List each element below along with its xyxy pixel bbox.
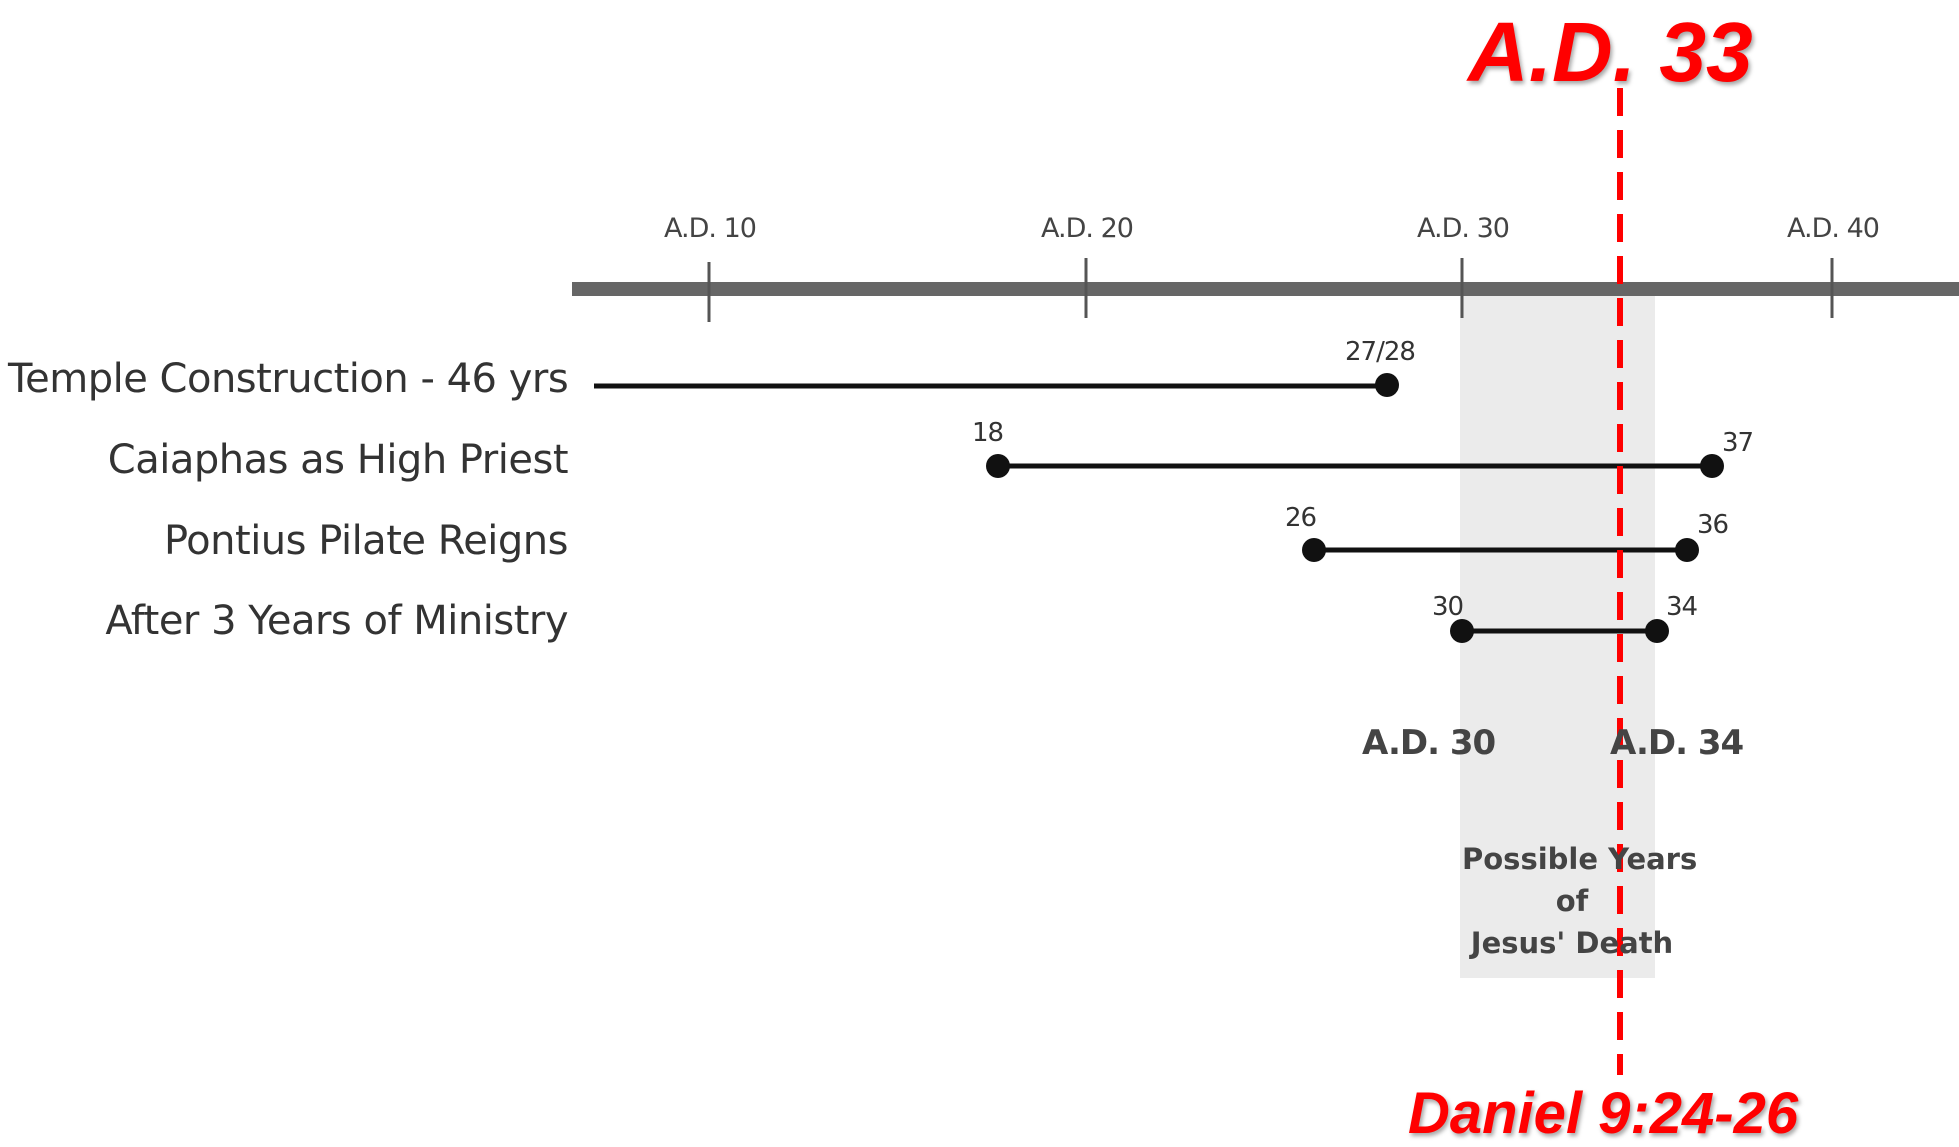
caiaphas-end-label: 37 [1722,428,1754,458]
row-label-caiaphas: Caiaphas as High Priest [107,437,569,483]
pilate-end-label: 36 [1697,510,1729,540]
temple-construction-end-point [1375,373,1399,397]
scripture-reference: Daniel 9:24-26 [1408,1081,1799,1146]
range-start-label: A.D. 30 [1362,723,1496,763]
ministry-end-point [1645,619,1669,643]
possible-years-note-line2: of [1555,884,1589,918]
caiaphas-start-label: 18 [972,418,1004,448]
caiaphas-end-point [1700,454,1724,478]
pilate-start-point [1302,538,1326,562]
row-label-temple-construction: Temple Construction - 46 yrs [8,356,569,402]
row-label-ministry: After 3 Years of Ministry [105,598,568,644]
axis-tick-label-40: A.D. 40 [1787,213,1880,244]
range-end-label: A.D. 34 [1610,723,1744,763]
ministry-start-label: 30 [1432,592,1464,622]
possible-years-note-line3: Jesus' Death [1470,926,1674,960]
axis-tick-label-30: A.D. 30 [1417,213,1510,244]
highlight-year-title: A.D. 33 [1468,5,1753,99]
possible-years-note-line1: Possible Years [1462,842,1698,876]
temple-construction-end-label: 27/28 [1345,337,1416,367]
pilate-end-point [1675,538,1699,562]
axis-tick-label-10: A.D. 10 [664,213,757,244]
ministry-start-point [1450,619,1474,643]
row-label-pilate: Pontius Pilate Reigns [163,518,569,564]
pilate-start-label: 26 [1285,503,1317,533]
caiaphas-start-point [986,454,1010,478]
ministry-end-label: 34 [1666,592,1698,622]
axis-tick-label-20: A.D. 20 [1041,213,1134,244]
